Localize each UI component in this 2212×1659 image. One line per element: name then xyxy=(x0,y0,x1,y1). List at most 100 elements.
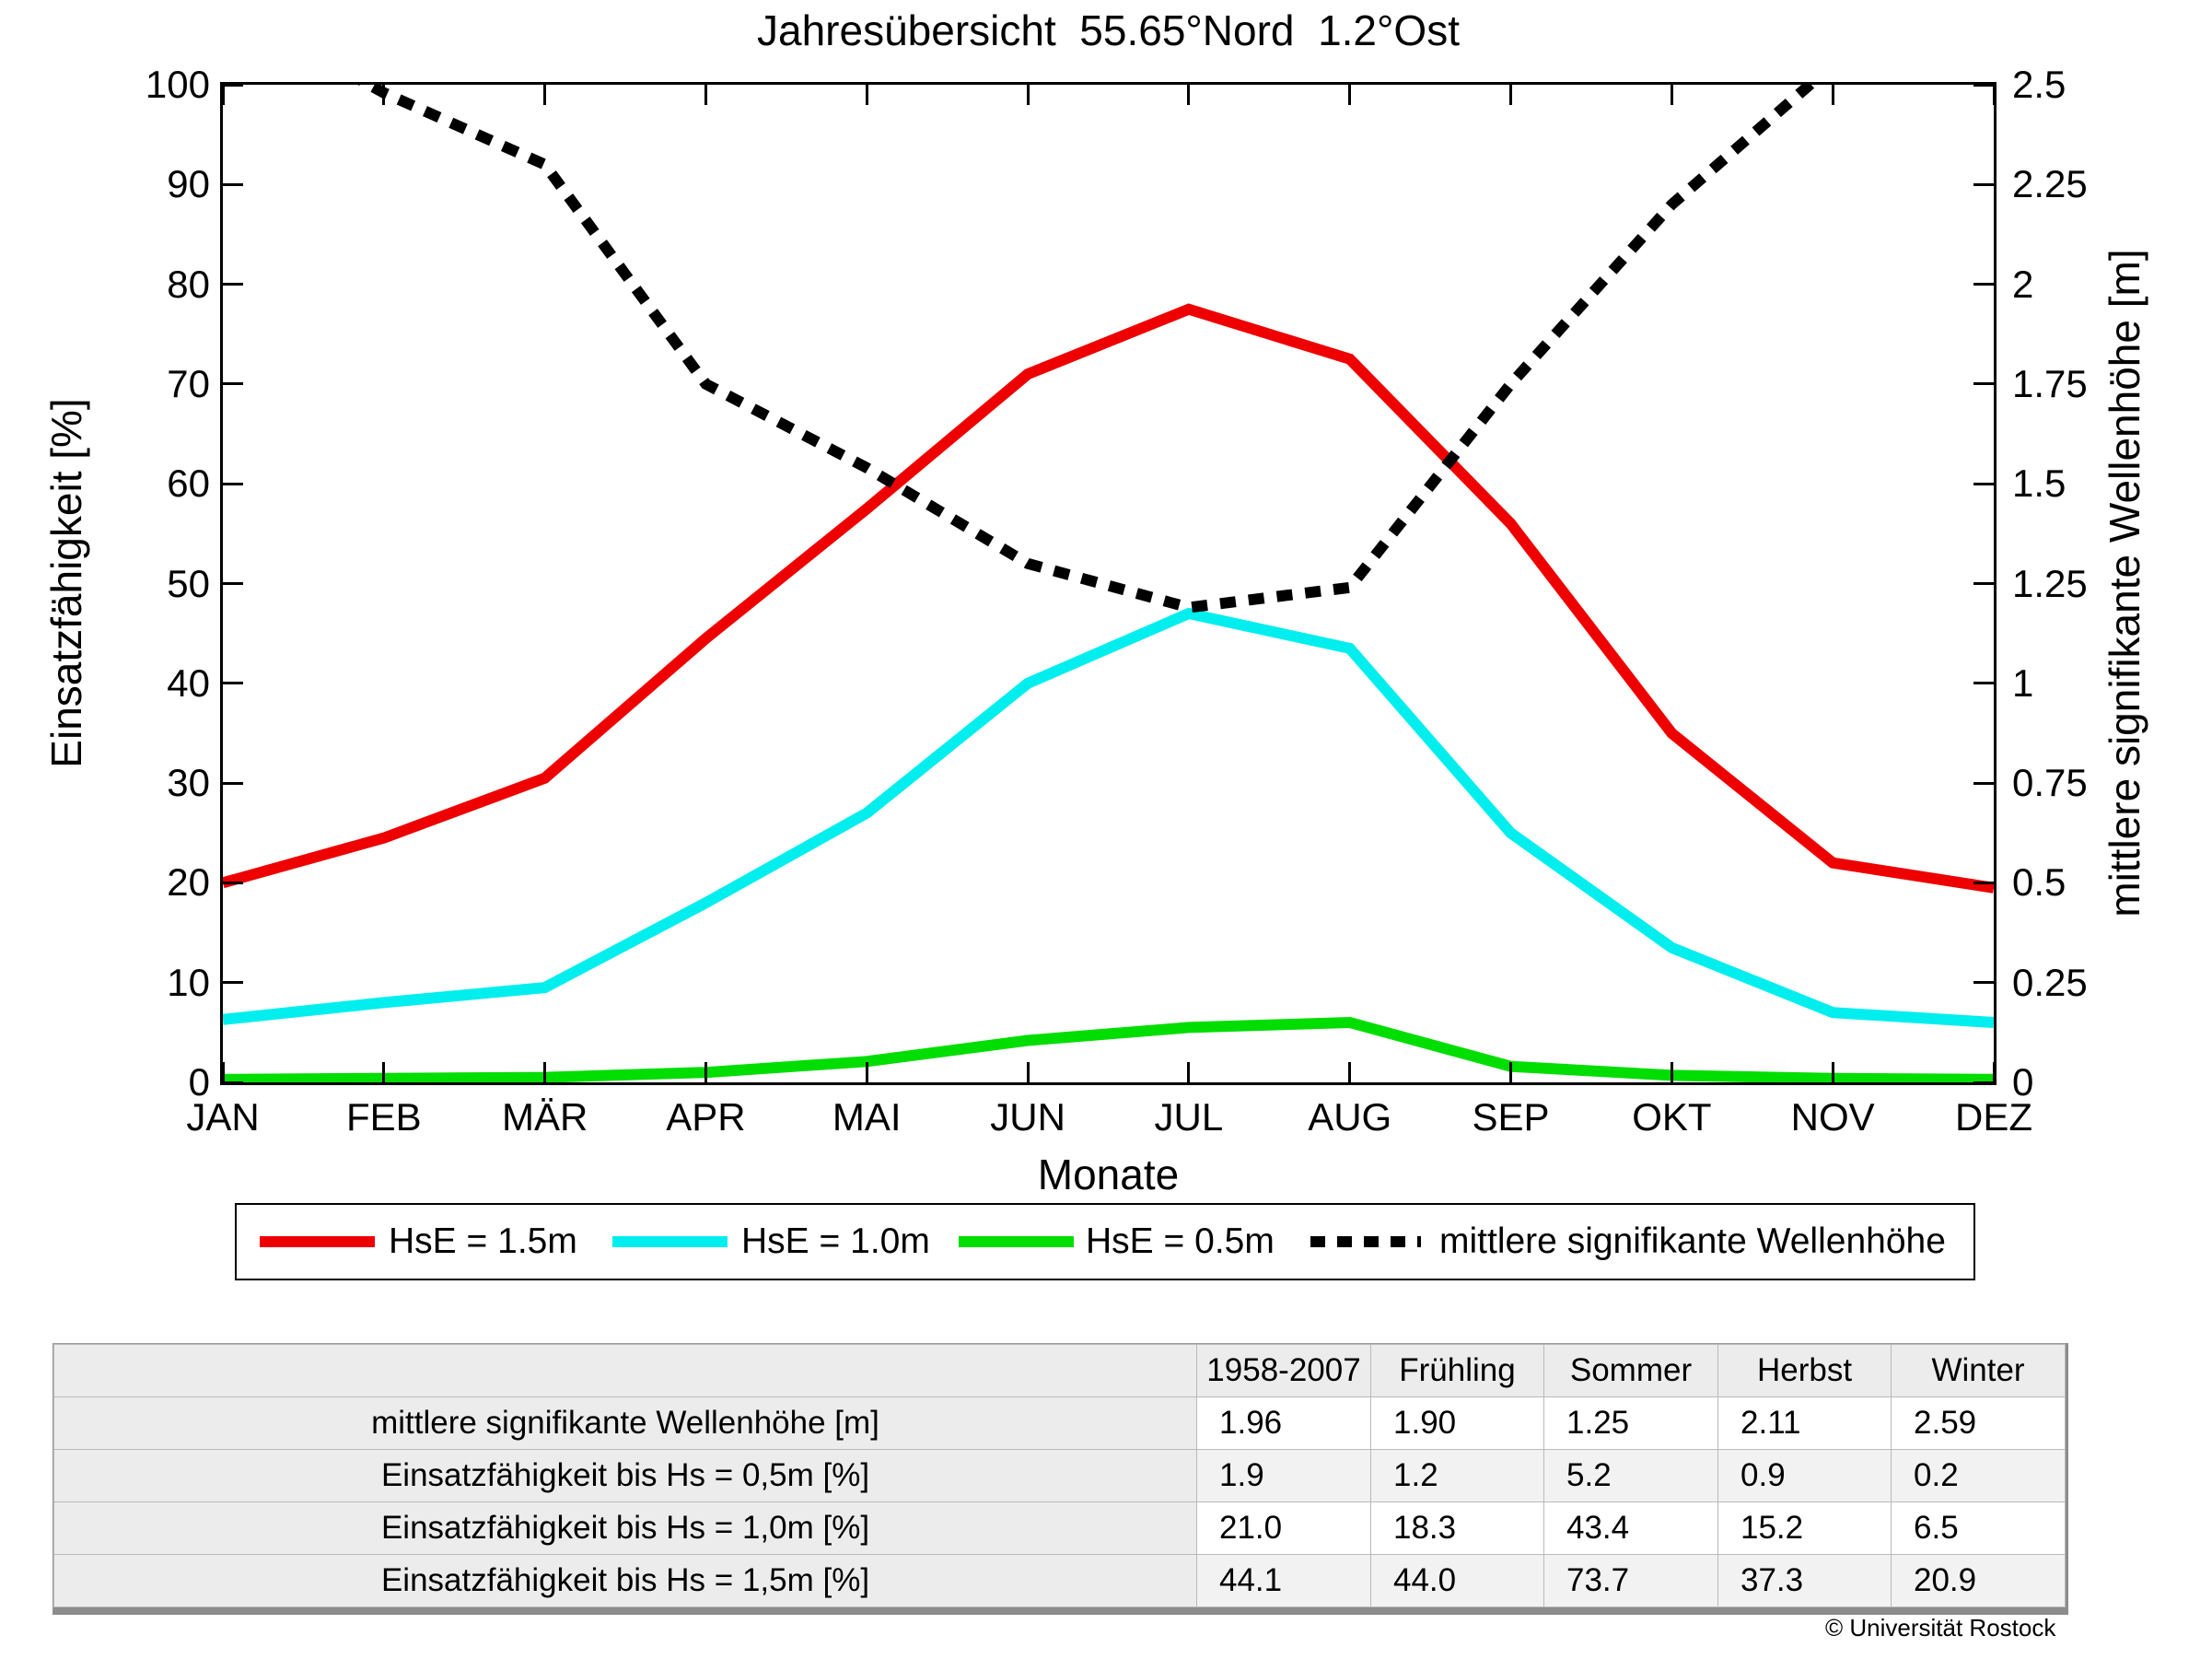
x-tick-label: FEB xyxy=(345,1095,422,1139)
series-line-3 xyxy=(223,1016,1994,1082)
x-tick-top xyxy=(221,85,225,105)
table-value-cell: 37.3 xyxy=(1717,1554,1892,1607)
series-line-2 xyxy=(223,607,1994,1028)
y-tick-left xyxy=(223,682,243,685)
table-value-cell: 6.5 xyxy=(1891,1501,2066,1555)
table-value-cell: 0.2 xyxy=(1891,1449,2066,1502)
table-value-cell: 1.2 xyxy=(1370,1449,1544,1502)
table-value-cell: 44.0 xyxy=(1370,1554,1544,1607)
x-tick-top xyxy=(1348,85,1352,105)
x-tick-bottom xyxy=(1670,1062,1673,1082)
x-tick-label: APR xyxy=(666,1095,746,1139)
y-tick-right xyxy=(1973,582,1994,585)
x-tick-top xyxy=(704,85,707,105)
y-tick-label-left: 40 xyxy=(167,660,210,705)
y-tick-label-left: 90 xyxy=(167,162,210,206)
y-tick-right xyxy=(1973,83,1994,87)
legend-swatch-3 xyxy=(959,1236,1074,1247)
x-tick-bottom xyxy=(704,1062,707,1082)
y-tick-right xyxy=(1973,881,1994,884)
y-tick-label-right: 2.25 xyxy=(2012,162,2088,206)
x-tick-bottom xyxy=(1509,1062,1513,1082)
x-tick-top xyxy=(1670,85,1673,105)
series-line-1 xyxy=(223,303,1994,894)
table-value-cell: 15.2 xyxy=(1717,1501,1892,1555)
y-tick-label-right: 0.25 xyxy=(2012,960,2088,1004)
legend-label-1: HsE = 1.5m xyxy=(389,1221,577,1261)
table-value-cell: 73.7 xyxy=(1543,1554,1718,1607)
y-tick-label-left: 70 xyxy=(167,361,210,405)
table-value-cell: 1.25 xyxy=(1543,1396,1718,1450)
y-tick-label-right: 0 xyxy=(2012,1060,2034,1104)
table-row-label: Einsatzfähigkeit bis Hs = 0,5m [%] xyxy=(53,1449,1197,1502)
table-row: Einsatzfähigkeit bis Hs = 0,5m [%] 1.9 1.2… xyxy=(53,1449,2066,1502)
season-table: 1958-2007 Frühling Sommer Herbst Winter mittl… xyxy=(53,1344,2066,1607)
table-header-cell: Winter xyxy=(1891,1344,2066,1397)
table-row-label: Einsatzfähigkeit bis Hs = 1,5m [%] xyxy=(53,1554,1197,1607)
y-tick-label-right: 0.75 xyxy=(2012,761,2088,805)
table-row-label: Einsatzfähigkeit bis Hs = 1,0m [%] xyxy=(53,1501,1197,1555)
x-tick-top xyxy=(1509,85,1513,105)
y-tick-label-left: 0 xyxy=(188,1060,210,1104)
y-tick-label-left: 30 xyxy=(167,761,210,805)
y-tick-right xyxy=(1973,382,1994,386)
x-tick-label: MAI xyxy=(832,1095,902,1139)
x-tick-top xyxy=(1026,85,1030,105)
y-tick-left xyxy=(223,482,243,485)
legend-label-3: HsE = 0.5m xyxy=(1086,1221,1275,1261)
table-value-cell: 2.11 xyxy=(1717,1396,1892,1450)
x-tick-top xyxy=(1992,85,1996,105)
chart-title: Jahresübersicht 55.65°Nord 1.2°Ost xyxy=(757,6,1460,54)
table-value-cell: 1.90 xyxy=(1370,1396,1544,1450)
x-tick-label: NOV xyxy=(1790,1095,1875,1139)
x-tick-bottom xyxy=(1831,1062,1834,1082)
table-header-cell: 1958-2007 xyxy=(1196,1344,1371,1397)
x-tick-label: JUN xyxy=(990,1095,1065,1139)
x-tick-top xyxy=(1187,85,1191,105)
x-tick-top xyxy=(1831,85,1834,105)
x-tick-bottom xyxy=(865,1062,868,1082)
y-tick-left xyxy=(223,781,243,785)
table-value-cell: 18.3 xyxy=(1370,1501,1544,1555)
table-value-cell: 20.9 xyxy=(1891,1554,2066,1607)
x-tick-top xyxy=(865,85,868,105)
table-value-cell: 21.0 xyxy=(1196,1501,1371,1555)
x-tick-bottom xyxy=(1348,1062,1352,1082)
legend-label-2: HsE = 1.0m xyxy=(741,1221,930,1261)
legend-swatch-4 xyxy=(1310,1236,1421,1247)
table-header-cell: Herbst xyxy=(1717,1344,1892,1397)
table-row: Einsatzfähigkeit bis Hs = 1,5m [%] 44.1 44… xyxy=(53,1554,2066,1607)
y-tick-right xyxy=(1973,1081,1994,1084)
y-tick-label-left: 20 xyxy=(167,860,210,905)
table-value-cell: 2.59 xyxy=(1891,1396,2066,1450)
y-tick-left xyxy=(223,981,243,985)
table-row-label: mittlere signifikante Wellenhöhe [m] xyxy=(53,1396,1197,1450)
y-tick-right xyxy=(1973,781,1994,785)
left-axis-label: Einsatzfähigkeit [%] xyxy=(42,398,90,768)
y-tick-label-left: 50 xyxy=(167,561,210,605)
legend-box: HsE = 1.5m HsE = 1.0m HsE = 0.5m mittlere s… xyxy=(235,1203,1975,1280)
y-tick-right xyxy=(1973,981,1994,985)
y-tick-label-left: 80 xyxy=(167,262,210,306)
x-tick-label: DEZ xyxy=(1955,1095,2032,1139)
season-table-wrap: 1958-2007 Frühling Sommer Herbst Winter mittl… xyxy=(52,1343,2068,1615)
x-tick-label: OKT xyxy=(1632,1095,1712,1139)
x-tick-label: AUG xyxy=(1308,1095,1392,1139)
x-tick-bottom xyxy=(221,1062,225,1082)
legend-label-4: mittlere signifikante Wellenhöhe xyxy=(1439,1221,1946,1261)
y-tick-left xyxy=(223,881,243,884)
y-tick-label-right: 1.25 xyxy=(2012,561,2088,605)
table-header-cell: Sommer xyxy=(1543,1344,1718,1397)
x-tick-bottom xyxy=(382,1062,386,1082)
y-tick-right xyxy=(1973,182,1994,186)
y-tick-left xyxy=(223,283,243,286)
table-value-cell: 44.1 xyxy=(1196,1554,1371,1607)
x-tick-bottom xyxy=(543,1062,547,1082)
y-tick-label-right: 1.5 xyxy=(2012,461,2066,506)
y-tick-label-left: 100 xyxy=(145,63,210,106)
y-tick-right xyxy=(1973,682,1994,685)
y-tick-left xyxy=(223,1081,243,1084)
x-tick-bottom xyxy=(1026,1062,1030,1082)
x-tick-label: JAN xyxy=(186,1095,260,1139)
